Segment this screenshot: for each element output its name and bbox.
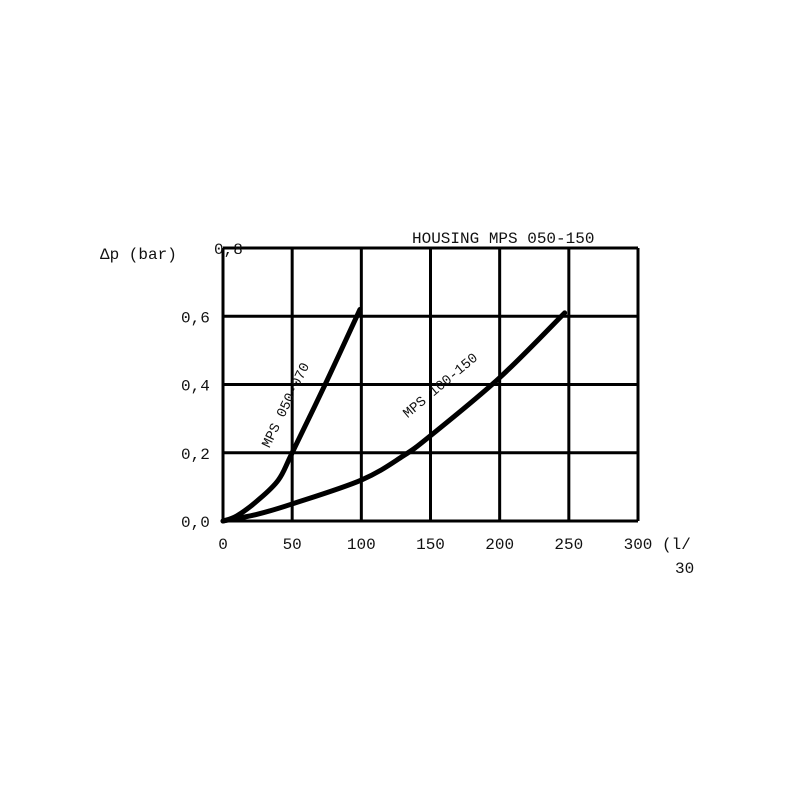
x-tick-label: 100 [347, 536, 376, 554]
x-tick-label: 300 [624, 536, 653, 554]
x-tick-label: 50 [283, 536, 302, 554]
grid [221, 246, 640, 523]
y-tick-label: 0,2 [181, 446, 210, 464]
x-axis-label-extra: 30 [675, 560, 694, 578]
y-tick-label: 0,8 [214, 241, 243, 259]
series-label: MPS 100-150 [401, 351, 482, 423]
curves: MPS 050-070 MPS 100-150 [220, 306, 568, 524]
series-line-0 [220, 306, 363, 524]
y-tick-label: 0,4 [181, 378, 210, 396]
x-tick-label: 0 [218, 536, 228, 554]
x-tick-label: 250 [554, 536, 583, 554]
x-axis-label: (l/ [662, 536, 691, 554]
chart-title: HOUSING MPS 050-150 [412, 230, 594, 248]
y-tick-label: 0,0 [181, 514, 210, 532]
y-tick-label: 0,6 [181, 309, 210, 327]
x-tick-label: 150 [416, 536, 445, 554]
y-axis-label: Δp (bar) [100, 246, 177, 264]
series-label: MPS 050-070 [259, 361, 314, 451]
x-tick-label: 200 [485, 536, 514, 554]
labels: HOUSING MPS 050-150 Δp (bar) (l/ 30 0 50 1… [100, 230, 694, 578]
series-line-1 [220, 310, 568, 524]
